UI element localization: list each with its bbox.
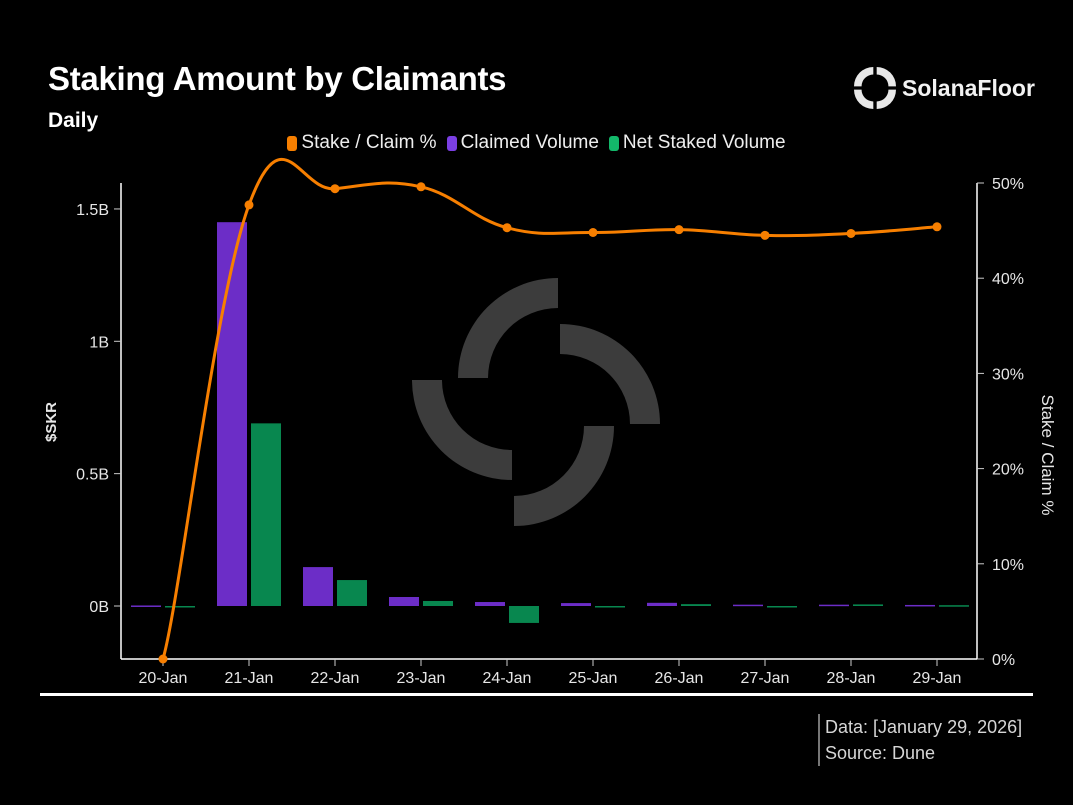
bar-net-staked-volume[interactable]	[853, 604, 883, 606]
legend-swatch-orange	[287, 135, 298, 151]
y-axis-title-right: Stake / Claim %	[1038, 395, 1057, 516]
bar-claimed-volume[interactable]	[561, 603, 591, 606]
legend-label: Claimed Volume	[460, 132, 599, 153]
bar-net-staked-volume[interactable]	[165, 606, 195, 608]
watermark-logo-icon	[412, 278, 660, 526]
footer-source: Data: [January 29, 2026] Source: Dune	[818, 714, 1022, 766]
bar-net-staked-volume[interactable]	[251, 423, 281, 606]
y-tick-label-right: 50%	[992, 176, 1024, 193]
bar-claimed-volume[interactable]	[389, 597, 419, 606]
bar-claimed-volume[interactable]	[819, 604, 849, 607]
x-tick-label: 26-Jan	[655, 670, 704, 687]
chart-subtitle: Daily	[48, 109, 99, 132]
y-tick-label-left: 0B	[89, 599, 109, 616]
chart-plot: 0B 0.5B 1B 1.5B 0% 10% 20% 30% 40% 50% 20-Jan 21-Ja…	[43, 158, 1057, 687]
bar-net-staked-volume[interactable]	[939, 605, 969, 607]
line-stake-claim	[161, 158, 938, 660]
line-series-stake-claim	[158, 158, 942, 664]
y-tick-label-right: 40%	[992, 271, 1024, 288]
legend-label: Stake / Claim %	[301, 132, 437, 153]
line-point[interactable]	[588, 228, 598, 238]
y-axis-title-left: $SKR	[43, 402, 60, 442]
legend-label: Net Staked Volume	[622, 132, 786, 153]
legend-item-net-staked[interactable]: Net Staked Volume	[608, 132, 786, 154]
x-tick-label: 22-Jan	[311, 670, 360, 687]
bar-claimed-volume[interactable]	[303, 567, 333, 606]
chart-title: Staking Amount by Claimants	[48, 60, 507, 97]
footer-divider	[40, 693, 1033, 696]
y-tick-label-right: 20%	[992, 462, 1024, 479]
chart-legend: Stake / Claim % Claimed Volume Net Stake…	[0, 132, 1073, 154]
x-tick-label: 23-Jan	[397, 670, 446, 687]
bar-claimed-volume[interactable]	[131, 605, 161, 607]
bar-net-staked-volume[interactable]	[595, 606, 625, 608]
legend-swatch-green	[608, 135, 619, 151]
y-tick-label-left: 1B	[89, 334, 109, 351]
line-point[interactable]	[502, 223, 512, 233]
x-tick-label: 20-Jan	[139, 670, 188, 687]
legend-item-stake-claim[interactable]: Stake / Claim %	[287, 132, 437, 154]
bar-claimed-volume[interactable]	[217, 222, 247, 606]
bar-series	[131, 222, 969, 623]
line-point[interactable]	[846, 228, 856, 238]
line-point[interactable]	[674, 225, 684, 235]
x-tick-label: 24-Jan	[483, 670, 532, 687]
bar-net-staked-volume[interactable]	[509, 606, 539, 623]
bar-claimed-volume[interactable]	[905, 604, 935, 607]
line-point[interactable]	[760, 230, 770, 240]
brand-logo: SolanaFloor	[854, 67, 1035, 109]
legend-swatch-purple	[446, 135, 457, 151]
line-point[interactable]	[158, 654, 168, 664]
y-tick-label-right: 10%	[992, 557, 1024, 574]
bar-claimed-volume[interactable]	[647, 602, 677, 606]
y-tick-label-left: 1.5B	[76, 202, 109, 219]
line-point[interactable]	[932, 222, 942, 232]
x-tick-label: 29-Jan	[913, 670, 962, 687]
x-tick-label: 21-Jan	[225, 670, 274, 687]
line-point[interactable]	[244, 200, 254, 210]
x-tick-label: 25-Jan	[569, 670, 618, 687]
solanafloor-logo-icon	[854, 67, 896, 109]
footer-source-name: Source: Dune	[825, 743, 936, 763]
bar-claimed-volume[interactable]	[733, 604, 763, 607]
axes: 0B 0.5B 1B 1.5B 0% 10% 20% 30% 40% 50% 20-Jan 21-Ja…	[76, 176, 1024, 687]
x-tick-label: 27-Jan	[741, 670, 790, 687]
bar-net-staked-volume[interactable]	[767, 606, 797, 608]
footer-data-date: Data: [January 29, 2026]	[825, 717, 1023, 737]
line-point[interactable]	[330, 184, 340, 194]
brand-name: SolanaFloor	[902, 74, 1035, 101]
bar-net-staked-volume[interactable]	[423, 600, 453, 606]
legend-item-claimed-volume[interactable]: Claimed Volume	[446, 132, 599, 154]
bar-net-staked-volume[interactable]	[337, 580, 367, 606]
bar-net-staked-volume[interactable]	[681, 604, 711, 606]
line-point[interactable]	[416, 182, 426, 192]
x-tick-label: 28-Jan	[827, 670, 876, 687]
bar-claimed-volume[interactable]	[475, 602, 505, 606]
y-tick-label-right: 30%	[992, 366, 1024, 383]
y-tick-label-left: 0.5B	[76, 467, 109, 484]
y-tick-label-right: 0%	[992, 652, 1015, 669]
